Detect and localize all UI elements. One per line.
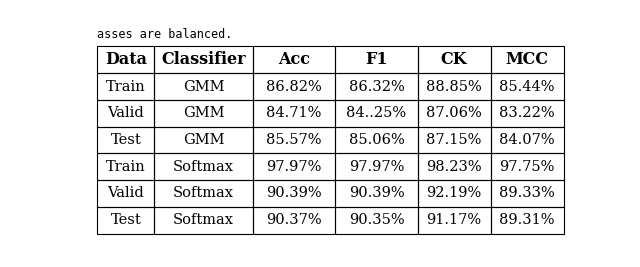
Bar [154,73,253,100]
Text: 86.82%: 86.82% [266,80,322,93]
Text: asses are balanced.: asses are balanced. [97,28,233,41]
Bar [97,100,154,127]
Text: Test: Test [111,213,141,227]
Text: 97.97%: 97.97% [349,160,404,174]
Bar [97,207,154,234]
Bar [97,46,154,73]
Bar [253,46,335,73]
Text: 85.44%: 85.44% [499,80,555,93]
Text: Train: Train [106,80,146,93]
Text: 98.23%: 98.23% [426,160,482,174]
Text: Valid: Valid [108,106,144,120]
Bar [154,100,253,127]
Text: Acc: Acc [278,51,310,68]
Text: GMM: GMM [183,106,225,120]
Text: Data: Data [105,51,147,68]
Text: 89.31%: 89.31% [499,213,555,227]
Bar [154,127,253,153]
Bar [253,207,335,234]
Bar [154,46,253,73]
Text: Softmax: Softmax [173,186,234,201]
Bar [491,100,564,127]
Text: Test: Test [111,133,141,147]
Bar [418,73,491,100]
Text: 92.19%: 92.19% [426,186,482,201]
Bar [335,180,418,207]
Bar [97,180,154,207]
Text: 83.22%: 83.22% [499,106,555,120]
Text: 90.35%: 90.35% [349,213,404,227]
Bar [253,100,335,127]
Bar [335,46,418,73]
Bar [418,127,491,153]
Text: 97.97%: 97.97% [266,160,322,174]
Text: 87.06%: 87.06% [426,106,482,120]
Text: 90.39%: 90.39% [349,186,404,201]
Bar [491,46,564,73]
Text: 85.06%: 85.06% [349,133,404,147]
Text: 84.71%: 84.71% [266,106,322,120]
Bar [335,127,418,153]
Text: Softmax: Softmax [173,160,234,174]
Text: 86.32%: 86.32% [349,80,404,93]
Bar [335,73,418,100]
Bar [491,207,564,234]
Text: Train: Train [106,160,146,174]
Text: F1: F1 [365,51,388,68]
Bar [491,180,564,207]
Bar [491,127,564,153]
Text: CK: CK [441,51,467,68]
Text: 90.39%: 90.39% [266,186,322,201]
Bar [418,153,491,180]
Text: MCC: MCC [506,51,548,68]
Bar [491,153,564,180]
Text: Valid: Valid [108,186,144,201]
Text: 97.75%: 97.75% [499,160,555,174]
Bar [154,180,253,207]
Bar [335,100,418,127]
Text: GMM: GMM [183,133,225,147]
Text: 89.33%: 89.33% [499,186,555,201]
Bar [253,73,335,100]
Bar [253,153,335,180]
Bar [253,127,335,153]
Text: 85.57%: 85.57% [266,133,322,147]
Text: 88.85%: 88.85% [426,80,482,93]
Text: 84.07%: 84.07% [499,133,555,147]
Text: 91.17%: 91.17% [427,213,482,227]
Bar [154,207,253,234]
Text: Classifier: Classifier [161,51,246,68]
Text: Softmax: Softmax [173,213,234,227]
Bar [418,180,491,207]
Bar [97,73,154,100]
Text: 84..25%: 84..25% [346,106,406,120]
Bar [418,46,491,73]
Bar [335,153,418,180]
Text: 87.15%: 87.15% [426,133,482,147]
Bar [335,207,418,234]
Bar [253,180,335,207]
Bar [418,207,491,234]
Text: GMM: GMM [183,80,225,93]
Bar [97,127,154,153]
Bar [154,153,253,180]
Bar [418,100,491,127]
Bar [491,73,564,100]
Text: 90.37%: 90.37% [266,213,322,227]
Bar [97,153,154,180]
